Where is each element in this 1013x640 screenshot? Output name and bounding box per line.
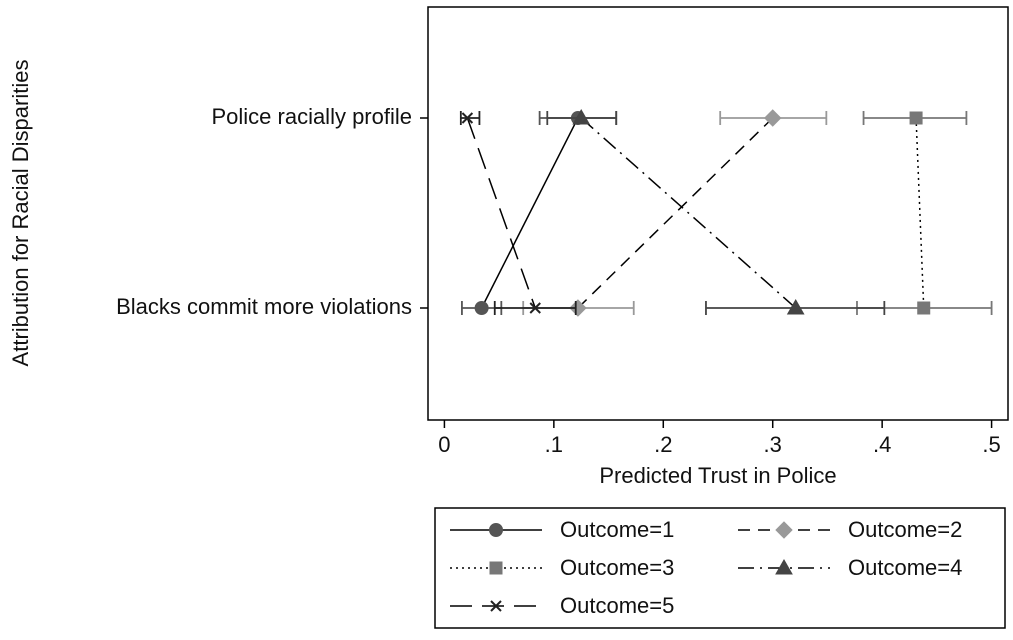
point: [786, 298, 805, 315]
x-tick-label: .1: [545, 432, 563, 457]
legend-label: Outcome=1: [560, 517, 674, 542]
x-tick-label: 0: [438, 432, 450, 457]
series-line: [915, 117, 925, 309]
legend-label: Outcome=3: [560, 555, 674, 580]
point: [569, 299, 587, 317]
legend-label: Outcome=4: [848, 555, 962, 580]
y-axis-label: Attribution for Racial Disparities: [8, 60, 33, 367]
x-tick-label: .5: [982, 432, 1000, 457]
point: [529, 302, 541, 314]
error-bar: [459, 111, 481, 125]
y-tick-label: Blacks commit more violations: [116, 294, 412, 319]
plot-frame: [427, 6, 1009, 421]
legend-frame: [434, 507, 1006, 629]
point: [474, 301, 489, 315]
series-line: [466, 117, 536, 309]
legend-marker: [489, 561, 503, 575]
x-axis-label: Predicted Trust in Police: [599, 463, 836, 488]
series-line: [580, 117, 797, 309]
y-tick-label: Police racially profile: [211, 104, 412, 129]
point: [917, 301, 931, 315]
point: [909, 111, 923, 125]
point: [764, 109, 782, 127]
x-tick-label: .2: [654, 432, 672, 457]
point: [572, 108, 591, 125]
legend-label: Outcome=2: [848, 517, 962, 542]
legend-marker: [490, 600, 502, 612]
legend-marker: [775, 521, 793, 539]
x-tick-label: .4: [873, 432, 891, 457]
point: [461, 112, 474, 124]
legend-marker: [775, 558, 793, 575]
legend-label: Outcome=5: [560, 593, 674, 618]
legend-marker: [489, 523, 503, 537]
series-line: [577, 117, 774, 309]
x-tick-label: .3: [764, 432, 782, 457]
series-line: [480, 117, 579, 309]
